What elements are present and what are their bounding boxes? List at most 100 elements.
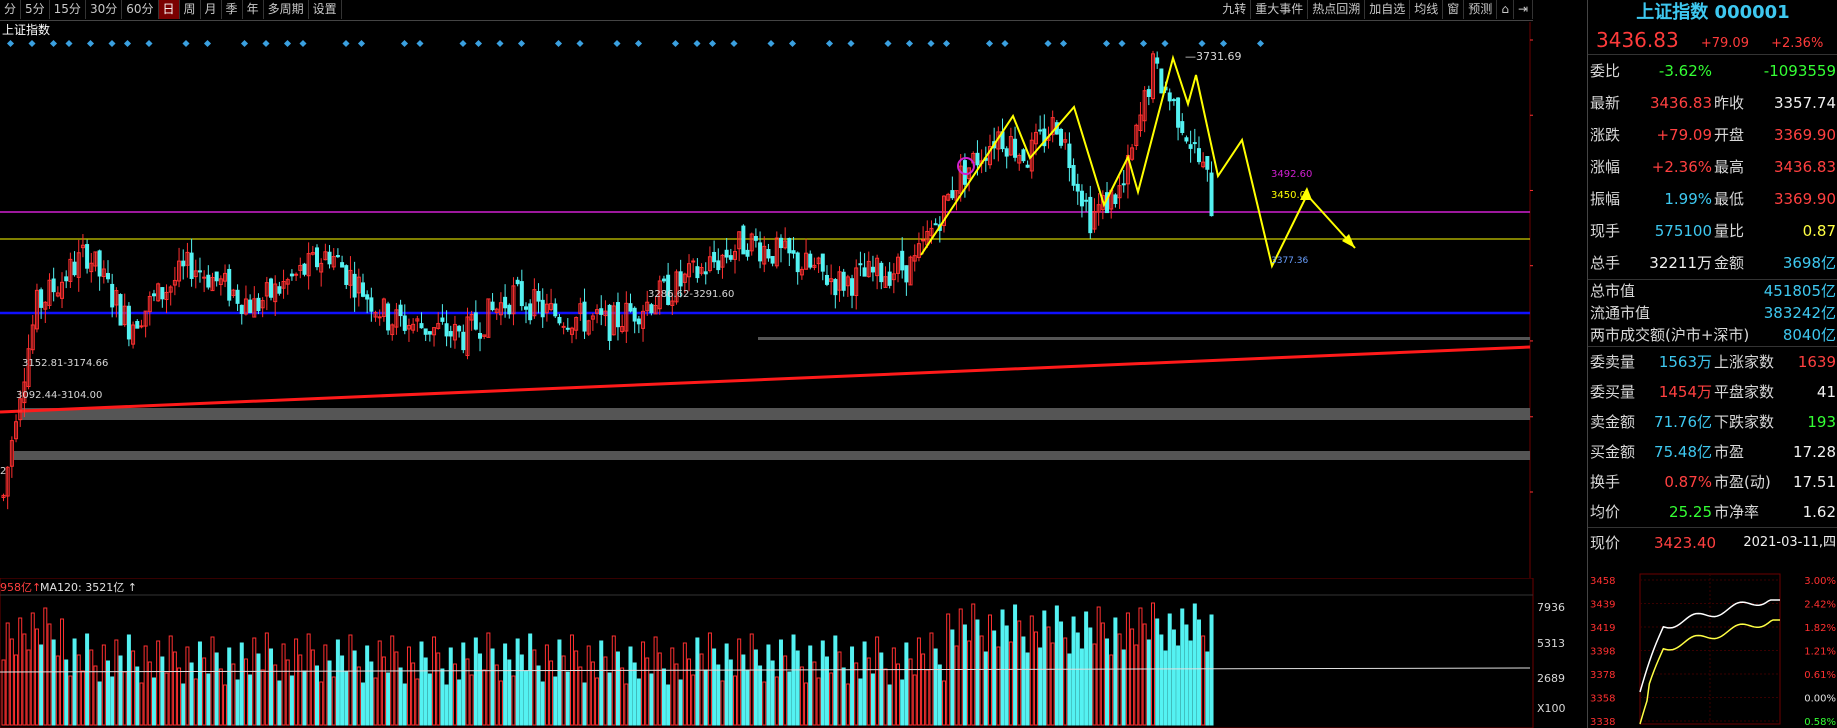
volume-bar — [1017, 620, 1022, 726]
volume-bar — [156, 640, 161, 726]
volume-bar — [93, 665, 98, 726]
volume-chart[interactable]: 958亿↑MA120: 3521亿 ↑ 7936 5313 2689 X100 — [0, 578, 1587, 728]
volume-bar — [490, 648, 495, 726]
tool-button[interactable]: 预测 — [1464, 0, 1498, 19]
candle-body — [1050, 117, 1055, 136]
tool-button[interactable]: 九转 — [1218, 0, 1252, 19]
volume-bar — [143, 645, 148, 726]
period-tab[interactable]: 周 — [180, 0, 201, 19]
row-label: 委买量 — [1590, 383, 1636, 401]
volume-bar — [975, 619, 980, 726]
row-value-2: 1639 — [1797, 353, 1836, 371]
period-tab[interactable]: 15分 — [50, 0, 86, 19]
volume-bar — [720, 680, 725, 726]
period-tab[interactable]: 年 — [243, 0, 264, 19]
volume-bar — [979, 635, 984, 726]
volume-bar — [1138, 607, 1143, 726]
signal-marker — [884, 39, 892, 48]
volume-bar — [427, 673, 432, 726]
volume-bar — [904, 642, 909, 726]
candle-body — [473, 312, 478, 330]
mini-left-label: 3398 — [1590, 647, 1615, 658]
signal-marker — [1118, 39, 1126, 48]
candle-body — [294, 273, 299, 276]
volume-bar — [661, 668, 666, 726]
period-tab[interactable]: 60分 — [122, 0, 159, 19]
candle-body — [1084, 199, 1089, 202]
period-tab[interactable]: 30分 — [86, 0, 123, 19]
candle-body — [1025, 164, 1030, 168]
row-value: 1.99% — [1664, 190, 1712, 208]
signal-marker — [708, 39, 717, 48]
lock-icon[interactable]: ⌂ — [1497, 0, 1514, 19]
signal-marker — [671, 39, 680, 48]
row-value: +2.36% — [1651, 158, 1712, 176]
intraday-mini-chart[interactable]: 3458 3.00% 3439 2.42% 3419 1.82% 3398 1.21% 3378… — [1588, 572, 1837, 728]
volume-bar — [177, 667, 182, 726]
volume-bar — [210, 636, 215, 726]
candle-body — [277, 286, 282, 294]
tool-button[interactable]: 窗 — [1443, 0, 1465, 19]
volume-bar — [1180, 608, 1185, 726]
tool-button[interactable]: 重大事件 — [1251, 0, 1309, 19]
volume-bar — [950, 629, 955, 726]
label-bg — [1268, 167, 1308, 180]
candle-body — [1138, 114, 1143, 131]
volume-bar — [636, 678, 641, 726]
volume-bar — [603, 656, 608, 726]
volume-bar — [1038, 647, 1043, 726]
period-tab[interactable]: 5分 — [21, 0, 50, 19]
period-tab[interactable]: 月 — [201, 0, 222, 19]
candle-body — [962, 160, 967, 185]
candle-body — [724, 249, 729, 258]
period-tab[interactable]: 设置 — [309, 0, 342, 19]
volume-bar — [369, 661, 374, 726]
candle-body — [9, 440, 14, 467]
volume-bar — [1096, 606, 1101, 726]
candle-body — [440, 317, 445, 322]
price-change: +79.09 — [1700, 36, 1749, 51]
candle-body — [68, 258, 73, 282]
volume-bar — [799, 666, 804, 726]
candle-body — [808, 253, 813, 268]
exit-icon[interactable]: ⇥ — [1514, 0, 1533, 19]
volume-bar — [110, 676, 115, 726]
candlestick-chart[interactable]: 3776365035243398327231453019—3731.693152… — [0, 22, 1533, 578]
security-title[interactable]: 上证指数 000001 — [1636, 2, 1790, 23]
tool-button[interactable]: 热点回溯 — [1308, 0, 1366, 19]
volume-bar — [866, 657, 871, 726]
candle-body — [335, 255, 340, 258]
period-tab[interactable]: 日 — [158, 0, 180, 19]
mini-avg-line — [1639, 619, 1780, 725]
row-value-2: 17.28 — [1793, 443, 1836, 461]
candle-body — [1033, 131, 1038, 145]
candle-body — [1205, 156, 1210, 170]
volume-bar — [101, 644, 106, 726]
volume-bar — [1059, 621, 1064, 726]
volume-bar — [411, 662, 416, 726]
volume-bar — [691, 674, 696, 726]
current-price-value: 3423.40 — [1654, 534, 1717, 552]
volume-bar — [1088, 627, 1093, 726]
quote-row: 委买量 1454万 平盘家数 41 — [1588, 377, 1837, 407]
period-tab[interactable]: 季 — [222, 0, 243, 19]
volume-bar — [26, 649, 31, 726]
candle-body — [586, 320, 591, 335]
volume-bar — [306, 633, 311, 726]
candle-body — [1121, 183, 1126, 186]
candle-body — [519, 281, 524, 307]
tool-button[interactable]: 加自选 — [1365, 0, 1411, 19]
volume-bar — [1155, 618, 1160, 726]
volume-bar — [933, 648, 938, 726]
volume-bar — [942, 680, 946, 726]
volume-bar — [607, 672, 612, 726]
volume-bar — [302, 670, 307, 726]
quote-row: 均价 25.25 市净率 1.62 — [1588, 497, 1837, 527]
volume-bar — [432, 636, 437, 726]
volume-bar — [76, 654, 81, 726]
volume-bar — [51, 639, 56, 726]
period-tab[interactable]: 多周期 — [264, 0, 309, 19]
tool-button[interactable]: 均线 — [1410, 0, 1444, 19]
signal-marker — [342, 39, 350, 48]
period-tab[interactable]: 分 — [0, 0, 22, 19]
